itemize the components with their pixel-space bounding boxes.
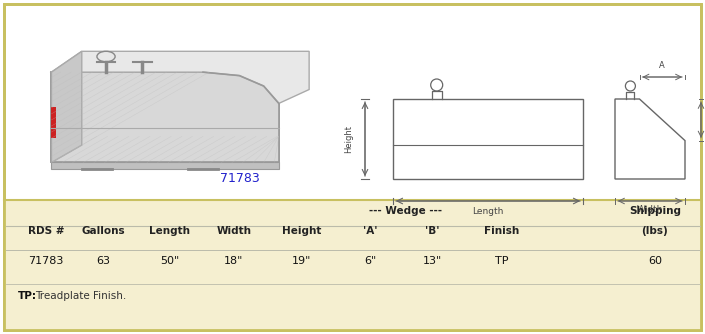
- Text: 13": 13": [422, 256, 441, 266]
- Text: 18": 18": [224, 256, 244, 266]
- Text: 71783: 71783: [219, 172, 259, 185]
- Polygon shape: [615, 99, 685, 179]
- Text: Shipping: Shipping: [629, 206, 681, 216]
- Bar: [393, 99, 583, 179]
- Text: 63: 63: [96, 256, 110, 266]
- Text: Length: Length: [149, 226, 190, 236]
- Text: (lbs): (lbs): [642, 226, 668, 236]
- Bar: [4, 200, 701, 330]
- Text: Gallons: Gallons: [81, 226, 125, 236]
- Polygon shape: [51, 51, 82, 162]
- Text: --- Wedge ---: --- Wedge ---: [369, 206, 443, 216]
- Text: 50": 50": [160, 256, 180, 266]
- Text: 'B': 'B': [424, 226, 439, 236]
- Text: A: A: [659, 61, 665, 70]
- Text: Finish: Finish: [484, 226, 520, 236]
- Text: Height: Height: [282, 226, 321, 236]
- Text: 'A': 'A': [363, 226, 377, 236]
- Text: RDS #: RDS #: [28, 226, 64, 236]
- Text: 6": 6": [364, 256, 376, 266]
- Text: 60: 60: [648, 256, 662, 266]
- FancyBboxPatch shape: [51, 72, 279, 162]
- Text: Treadplate Finish.: Treadplate Finish.: [35, 291, 126, 301]
- Text: Width: Width: [216, 226, 252, 236]
- Bar: [51, 107, 56, 138]
- Text: Width: Width: [637, 205, 663, 214]
- Text: TP:: TP:: [18, 291, 37, 301]
- Text: Length: Length: [472, 206, 503, 215]
- Polygon shape: [51, 51, 309, 104]
- Bar: [51, 162, 279, 169]
- Text: TP: TP: [495, 256, 509, 266]
- Text: Height: Height: [345, 125, 353, 153]
- Text: 71783: 71783: [28, 256, 63, 266]
- Text: 19": 19": [293, 256, 312, 266]
- Polygon shape: [51, 72, 279, 162]
